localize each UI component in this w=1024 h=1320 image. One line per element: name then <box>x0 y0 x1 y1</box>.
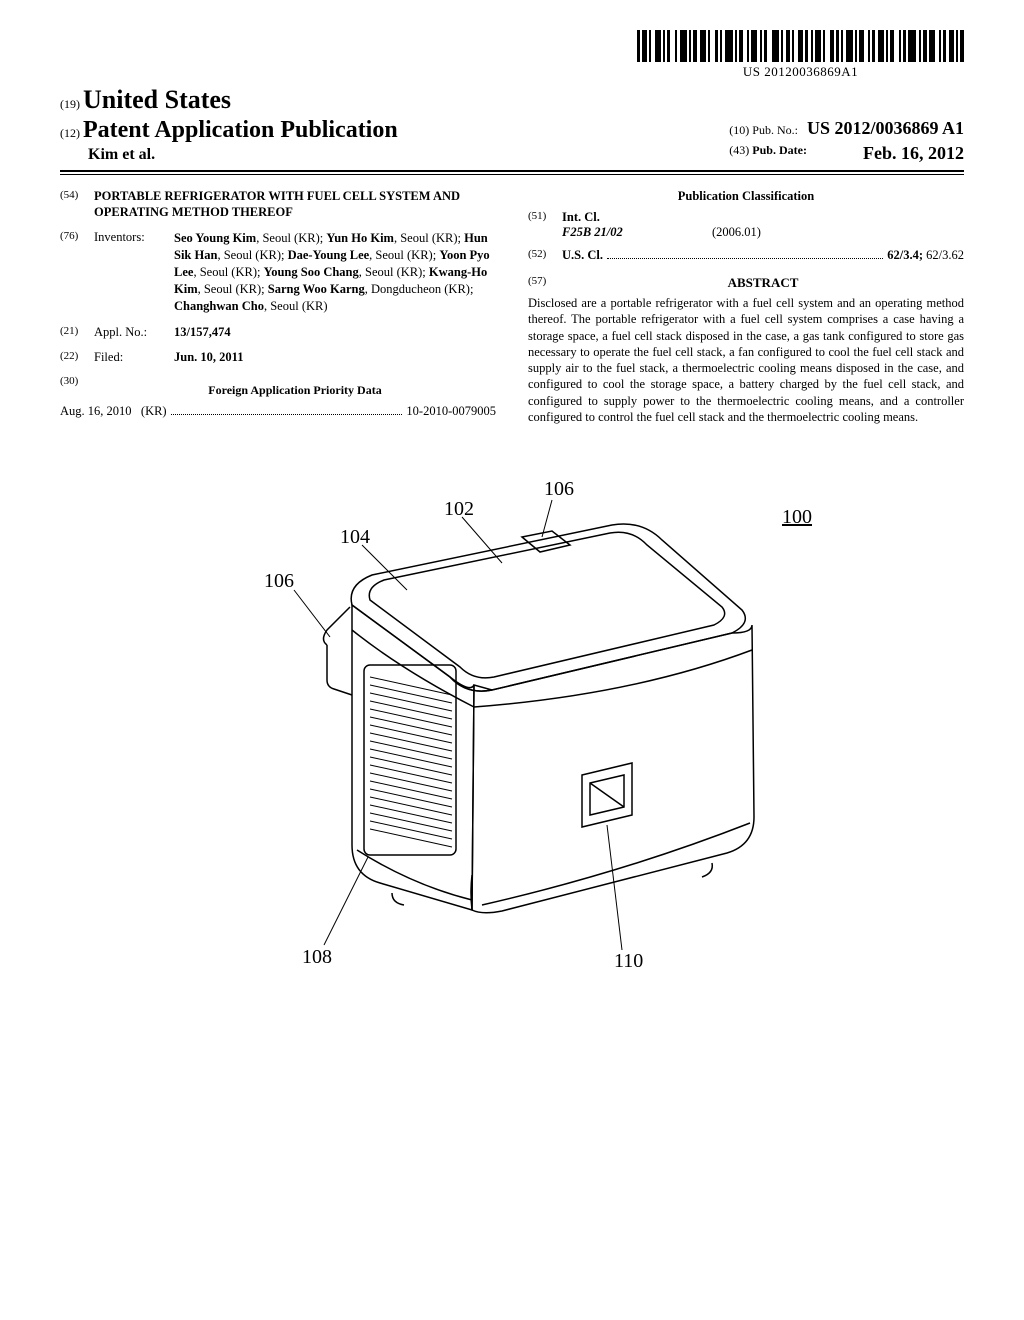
pubno-code: (10) <box>729 123 749 137</box>
pubdate-value: Feb. 16, 2012 <box>863 143 964 164</box>
uscl-label: U.S. Cl. <box>562 248 603 263</box>
inventors-label: Inventors: <box>94 230 174 314</box>
intcl-label: Int. Cl. <box>562 210 964 225</box>
filed-code: (22) <box>60 350 94 365</box>
uscl-secondary: 62/3.62 <box>926 248 964 262</box>
foreign-heading: Foreign Application Priority Data <box>94 383 496 398</box>
abstract-code: (57) <box>528 275 562 291</box>
callout-106a: 106 <box>544 478 574 500</box>
barcode-block: US 20120036869A1 <box>60 30 964 81</box>
pubdate-code: (43) <box>729 143 749 157</box>
foreign-number: 10-2010-0079005 <box>406 404 496 419</box>
pub-type-code: (12) <box>60 126 80 140</box>
right-column: Publication Classification (51) Int. Cl.… <box>528 189 964 425</box>
foreign-code: (30) <box>60 375 94 404</box>
foreign-date: Aug. 16, 2010 <box>60 404 132 419</box>
figure-svg: 106 102 104 106 108 110 100 <box>152 445 872 1005</box>
intcl-edition: (2006.01) <box>712 225 761 240</box>
pubno-value: US 2012/0036869 A1 <box>807 118 964 138</box>
appl-code: (21) <box>60 325 94 340</box>
title-code: (54) <box>60 189 94 220</box>
abstract-text: Disclosed are a portable refrigerator wi… <box>528 295 964 425</box>
foreign-country: (KR) <box>141 404 167 419</box>
intcl-field: (51) Int. Cl. F25B 21/02 (2006.01) <box>528 210 964 240</box>
inventors-code: (76) <box>60 230 94 314</box>
intcl-code: (51) <box>528 210 562 240</box>
barcode: US 20120036869A1 <box>637 30 964 80</box>
appl-label: Appl. No.: <box>94 325 174 340</box>
dots-leader <box>607 248 883 259</box>
callout-106b: 106 <box>264 570 294 592</box>
country-code: (19) <box>60 97 80 111</box>
appl-value: 13/157,474 <box>174 325 231 339</box>
callout-104: 104 <box>340 526 370 548</box>
appl-field: (21) Appl. No.: 13/157,474 <box>60 325 496 340</box>
patent-figure: 106 102 104 106 108 110 100 <box>60 445 964 1010</box>
abstract-label: ABSTRACT <box>562 275 964 291</box>
intcl-class: F25B 21/02 <box>562 225 712 240</box>
filed-field: (22) Filed: Jun. 10, 2011 <box>60 350 496 365</box>
left-column: (54) PORTABLE REFRIGERATOR WITH FUEL CEL… <box>60 189 496 425</box>
filed-value: Jun. 10, 2011 <box>174 350 243 364</box>
country-name: United States <box>83 85 231 114</box>
pubno-label: Pub. No.: <box>752 123 798 137</box>
callout-110: 110 <box>614 950 643 972</box>
barcode-text: US 20120036869A1 <box>637 64 964 80</box>
dots-leader <box>171 404 403 415</box>
callout-102: 102 <box>444 498 474 520</box>
title-field: (54) PORTABLE REFRIGERATOR WITH FUEL CEL… <box>60 189 496 220</box>
pub-type: Patent Application Publication <box>83 117 398 143</box>
foreign-priority-block: (30) Foreign Application Priority Data A… <box>60 375 496 419</box>
callout-108: 108 <box>302 946 332 968</box>
filed-label: Filed: <box>94 350 174 365</box>
authors-line: Kim et al. <box>60 146 398 164</box>
title-text: PORTABLE REFRIGERATOR WITH FUEL CELL SYS… <box>94 189 496 220</box>
uscl-primary: 62/3.4 <box>887 248 919 262</box>
inventors-field: (76) Inventors: Seo Young Kim, Seoul (KR… <box>60 230 496 314</box>
pubdate-label: Pub. Date: <box>752 143 807 157</box>
abstract-heading-row: (57) ABSTRACT <box>528 275 964 291</box>
pubclass-heading: Publication Classification <box>528 189 964 204</box>
callout-main-ref: 100 <box>782 506 812 528</box>
header: (19) United States (12) Patent Applicati… <box>60 85 964 172</box>
uscl-field: (52) U.S. Cl. 62/3.4; 62/3.62 <box>528 248 964 263</box>
header-rule <box>60 174 964 175</box>
inventors-text: Seo Young Kim, Seoul (KR); Yun Ho Kim, S… <box>174 230 496 314</box>
barcode-bars <box>637 30 964 62</box>
uscl-code: (52) <box>528 248 562 263</box>
